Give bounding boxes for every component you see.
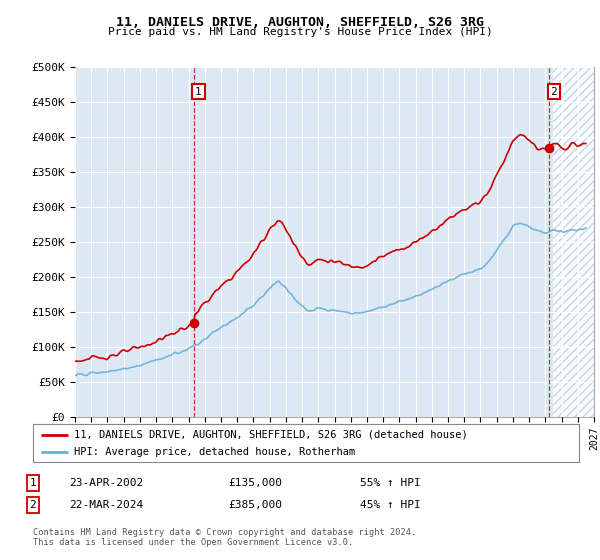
Text: 11, DANIELS DRIVE, AUGHTON, SHEFFIELD, S26 3RG (detached house): 11, DANIELS DRIVE, AUGHTON, SHEFFIELD, S… — [74, 430, 468, 440]
Text: Contains HM Land Registry data © Crown copyright and database right 2024.
This d: Contains HM Land Registry data © Crown c… — [33, 528, 416, 547]
Text: 22-MAR-2024: 22-MAR-2024 — [69, 500, 143, 510]
Text: 45% ↑ HPI: 45% ↑ HPI — [360, 500, 421, 510]
Text: 1: 1 — [195, 87, 202, 97]
Text: 2: 2 — [550, 87, 557, 97]
Bar — [553, 67, 600, 417]
Text: 23-APR-2002: 23-APR-2002 — [69, 478, 143, 488]
Text: HPI: Average price, detached house, Rotherham: HPI: Average price, detached house, Roth… — [74, 447, 355, 458]
Bar — [553, 67, 600, 417]
Bar — [553, 67, 600, 417]
Text: 1: 1 — [29, 478, 37, 488]
Text: 55% ↑ HPI: 55% ↑ HPI — [360, 478, 421, 488]
Text: £385,000: £385,000 — [228, 500, 282, 510]
Text: Price paid vs. HM Land Registry's House Price Index (HPI): Price paid vs. HM Land Registry's House … — [107, 27, 493, 37]
Text: £135,000: £135,000 — [228, 478, 282, 488]
Text: 2: 2 — [29, 500, 37, 510]
Text: 11, DANIELS DRIVE, AUGHTON, SHEFFIELD, S26 3RG: 11, DANIELS DRIVE, AUGHTON, SHEFFIELD, S… — [116, 16, 484, 29]
